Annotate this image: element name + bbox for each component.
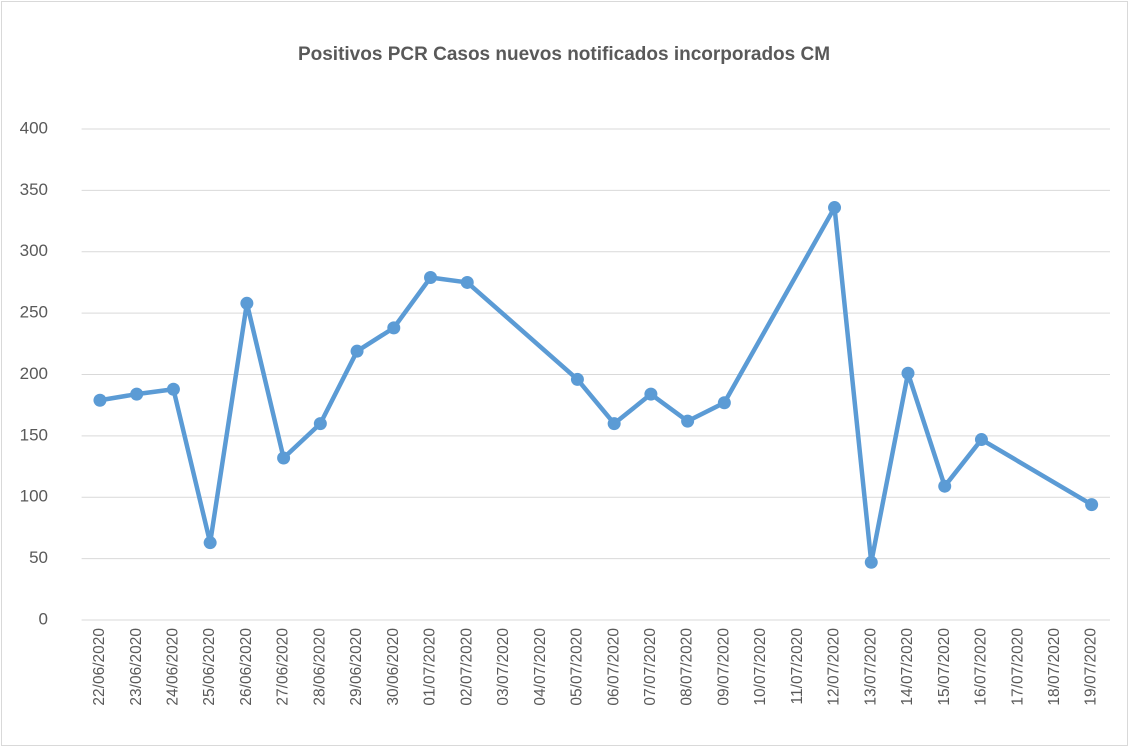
x-tick-label: 09/07/2020: [715, 628, 732, 706]
y-tick-label: 250: [20, 303, 48, 322]
point: [570, 372, 584, 386]
x-tick-label: 29/06/2020: [348, 628, 365, 706]
x-tick-label: 28/06/2020: [311, 628, 328, 706]
point: [1085, 498, 1099, 512]
point: [350, 344, 364, 358]
point: [681, 414, 695, 428]
point: [166, 382, 180, 396]
x-tick-label: 16/07/2020: [973, 628, 990, 706]
x-tick-label: 08/07/2020: [679, 628, 696, 706]
point: [938, 479, 952, 493]
point: [130, 387, 144, 401]
x-tick-label: 25/06/2020: [201, 628, 218, 706]
chart-title: Positivos PCR Casos nuevos notificados i…: [297, 44, 831, 65]
x-tick-label: 10/07/2020: [752, 628, 769, 706]
point: [717, 396, 731, 410]
x-tick-label: 15/07/2020: [936, 628, 953, 706]
x-tick-label: 12/07/2020: [826, 628, 843, 706]
point: [828, 201, 842, 215]
y-tick-label: 400: [20, 118, 48, 137]
x-tick-label: 14/07/2020: [899, 628, 916, 706]
x-tick-label: 17/07/2020: [1009, 628, 1026, 706]
x-tick-label: 03/07/2020: [495, 628, 512, 706]
x-tick-label: 07/07/2020: [642, 628, 659, 706]
x-tick-label: 04/07/2020: [532, 628, 549, 706]
point: [240, 296, 254, 310]
x-tick-label: 02/07/2020: [458, 628, 475, 706]
point: [387, 321, 401, 335]
x-tick-label: 11/07/2020: [789, 628, 806, 705]
point: [864, 555, 878, 569]
point: [203, 536, 217, 550]
point: [424, 271, 438, 285]
point: [93, 393, 107, 407]
y-tick-label: 100: [20, 487, 48, 506]
y-tick-label: 350: [20, 180, 48, 199]
x-tick-label: 01/07/2020: [422, 628, 439, 706]
point: [313, 417, 327, 431]
gap-connector: [979, 437, 1094, 507]
point: [277, 451, 291, 465]
y-tick-label: 200: [20, 364, 48, 383]
x-tick-label: 22/06/2020: [91, 628, 108, 706]
x-tick-label: 27/06/2020: [275, 628, 292, 706]
x-tick-label: 19/07/2020: [1083, 628, 1100, 706]
gap-connector: [465, 280, 580, 382]
x-tick-label: 24/06/2020: [165, 628, 182, 706]
x-tick-label: 30/06/2020: [385, 628, 402, 706]
point: [974, 433, 988, 447]
point: [644, 387, 658, 401]
x-tick-label: 06/07/2020: [605, 628, 622, 706]
point: [901, 366, 915, 380]
point: [460, 275, 474, 289]
y-tick-label: 50: [29, 548, 48, 567]
x-tick-label: 26/06/2020: [238, 628, 255, 706]
x-tick-label: 23/06/2020: [128, 628, 145, 706]
y-tick-label: 300: [20, 241, 48, 260]
x-tick-label: 13/07/2020: [862, 628, 879, 706]
x-tick-label: 05/07/2020: [569, 628, 586, 706]
y-tick-label: 0: [39, 609, 48, 628]
y-tick-label: 150: [20, 425, 48, 444]
gap-connector: [722, 205, 837, 405]
x-tick-label: 18/07/2020: [1046, 628, 1063, 706]
point: [607, 417, 621, 431]
